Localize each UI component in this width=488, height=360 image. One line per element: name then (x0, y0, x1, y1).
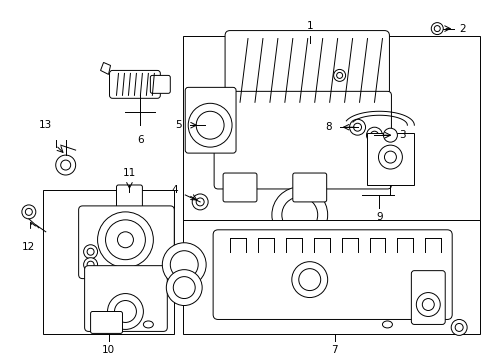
Ellipse shape (382, 321, 392, 328)
Bar (366, 133, 413, 185)
Circle shape (87, 248, 94, 255)
Circle shape (430, 23, 442, 35)
Text: 4: 4 (171, 185, 178, 195)
Circle shape (370, 131, 378, 139)
FancyBboxPatch shape (292, 173, 326, 202)
Circle shape (384, 151, 396, 163)
FancyBboxPatch shape (213, 230, 451, 319)
Text: 12: 12 (22, 242, 36, 252)
FancyBboxPatch shape (214, 91, 390, 189)
Circle shape (83, 245, 98, 259)
Circle shape (298, 269, 320, 291)
Circle shape (192, 194, 208, 210)
Circle shape (415, 293, 439, 316)
Circle shape (105, 220, 145, 260)
Circle shape (188, 103, 232, 147)
Text: 3: 3 (399, 130, 405, 140)
Bar (183, 36, 479, 265)
Circle shape (281, 197, 317, 233)
Text: 11: 11 (122, 168, 136, 178)
Circle shape (25, 208, 32, 215)
Text: 10: 10 (102, 345, 115, 355)
Circle shape (433, 26, 439, 32)
Circle shape (98, 212, 153, 268)
FancyBboxPatch shape (150, 75, 170, 93)
FancyBboxPatch shape (84, 266, 167, 332)
Text: 2: 2 (458, 24, 465, 33)
Circle shape (114, 301, 136, 323)
Circle shape (378, 145, 402, 169)
Circle shape (450, 319, 466, 336)
FancyBboxPatch shape (116, 185, 142, 214)
Circle shape (366, 127, 382, 143)
Text: 6: 6 (137, 135, 143, 145)
Circle shape (271, 187, 327, 243)
Circle shape (291, 262, 327, 298)
Text: 5: 5 (175, 120, 182, 130)
Polygon shape (101, 62, 110, 75)
Circle shape (107, 293, 143, 329)
Circle shape (454, 323, 462, 332)
Circle shape (349, 119, 365, 135)
Circle shape (83, 258, 98, 272)
Circle shape (87, 261, 94, 268)
FancyBboxPatch shape (410, 271, 444, 324)
Circle shape (117, 232, 133, 248)
Circle shape (173, 276, 195, 298)
Text: 1: 1 (306, 21, 312, 31)
Circle shape (196, 198, 203, 206)
Circle shape (196, 111, 224, 139)
Text: 13: 13 (39, 120, 52, 130)
FancyBboxPatch shape (90, 311, 122, 333)
Circle shape (61, 160, 71, 170)
Circle shape (383, 128, 397, 142)
Circle shape (56, 155, 76, 175)
FancyBboxPatch shape (223, 173, 256, 202)
FancyBboxPatch shape (109, 71, 160, 98)
Circle shape (22, 205, 36, 219)
Text: 7: 7 (331, 345, 337, 355)
Circle shape (162, 243, 206, 287)
FancyBboxPatch shape (224, 31, 388, 110)
Bar (42, 190, 174, 334)
Text: 9: 9 (375, 212, 382, 222)
Circle shape (336, 72, 342, 78)
Ellipse shape (143, 321, 153, 328)
Circle shape (353, 123, 361, 131)
FancyBboxPatch shape (79, 206, 174, 279)
FancyBboxPatch shape (185, 87, 236, 153)
Circle shape (166, 270, 202, 306)
Text: 8: 8 (325, 122, 331, 132)
Circle shape (170, 251, 198, 279)
Circle shape (422, 298, 433, 310)
Circle shape (333, 69, 345, 81)
Bar (183, 220, 479, 334)
